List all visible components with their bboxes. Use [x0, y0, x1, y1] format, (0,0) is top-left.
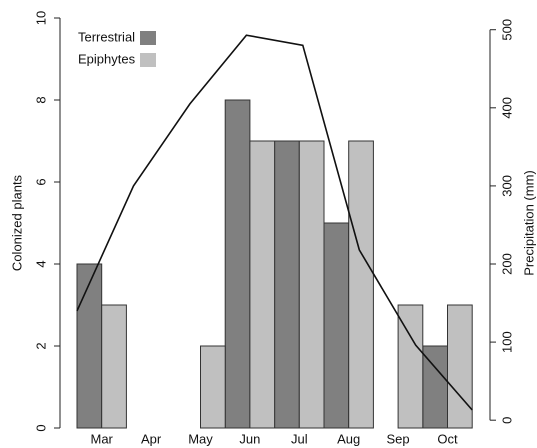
y-tick-label: 6 [33, 178, 48, 185]
bar [398, 305, 423, 428]
bar [324, 223, 349, 428]
y2-tick-label: 100 [499, 331, 514, 353]
bar [349, 141, 374, 428]
bar [102, 305, 127, 428]
bar [250, 141, 275, 428]
y-tick-label: 0 [33, 424, 48, 431]
bar [225, 100, 250, 428]
y2-tick-label: 300 [499, 175, 514, 197]
x-tick-label: Sep [387, 431, 410, 446]
x-tick-label: May [188, 431, 213, 446]
bar [275, 141, 300, 428]
x-tick-label: Oct [437, 431, 458, 446]
legend-swatch [140, 53, 156, 67]
legend-label: Epiphytes [78, 51, 136, 66]
y2-tick-label: 200 [499, 253, 514, 275]
y2-tick-label: 0 [499, 417, 514, 424]
x-tick-label: Apr [141, 431, 162, 446]
y-tick-label: 2 [33, 342, 48, 349]
x-tick-label: Aug [337, 431, 360, 446]
x-tick-label: Jun [239, 431, 260, 446]
bar [77, 264, 102, 428]
y-tick-label: 10 [33, 11, 48, 25]
y2-tick-label: 500 [499, 19, 514, 41]
y2-axis-label: Precipitation (mm) [521, 170, 536, 275]
chart: Colonized plants Precipitation (mm) 0 2 4 6… [0, 0, 537, 448]
bar [201, 346, 226, 428]
legend-swatch [140, 31, 156, 45]
x-tick-label: Jul [291, 431, 308, 446]
bar [448, 305, 473, 428]
y-tick-label: 4 [33, 260, 48, 267]
legend-label: Terrestrial [78, 29, 135, 44]
x-tick-label: Mar [91, 431, 114, 446]
y-tick-label: 8 [33, 96, 48, 103]
y2-tick-label: 400 [499, 97, 514, 119]
y-axis-label: Colonized plants [9, 174, 24, 271]
bar [299, 141, 324, 428]
